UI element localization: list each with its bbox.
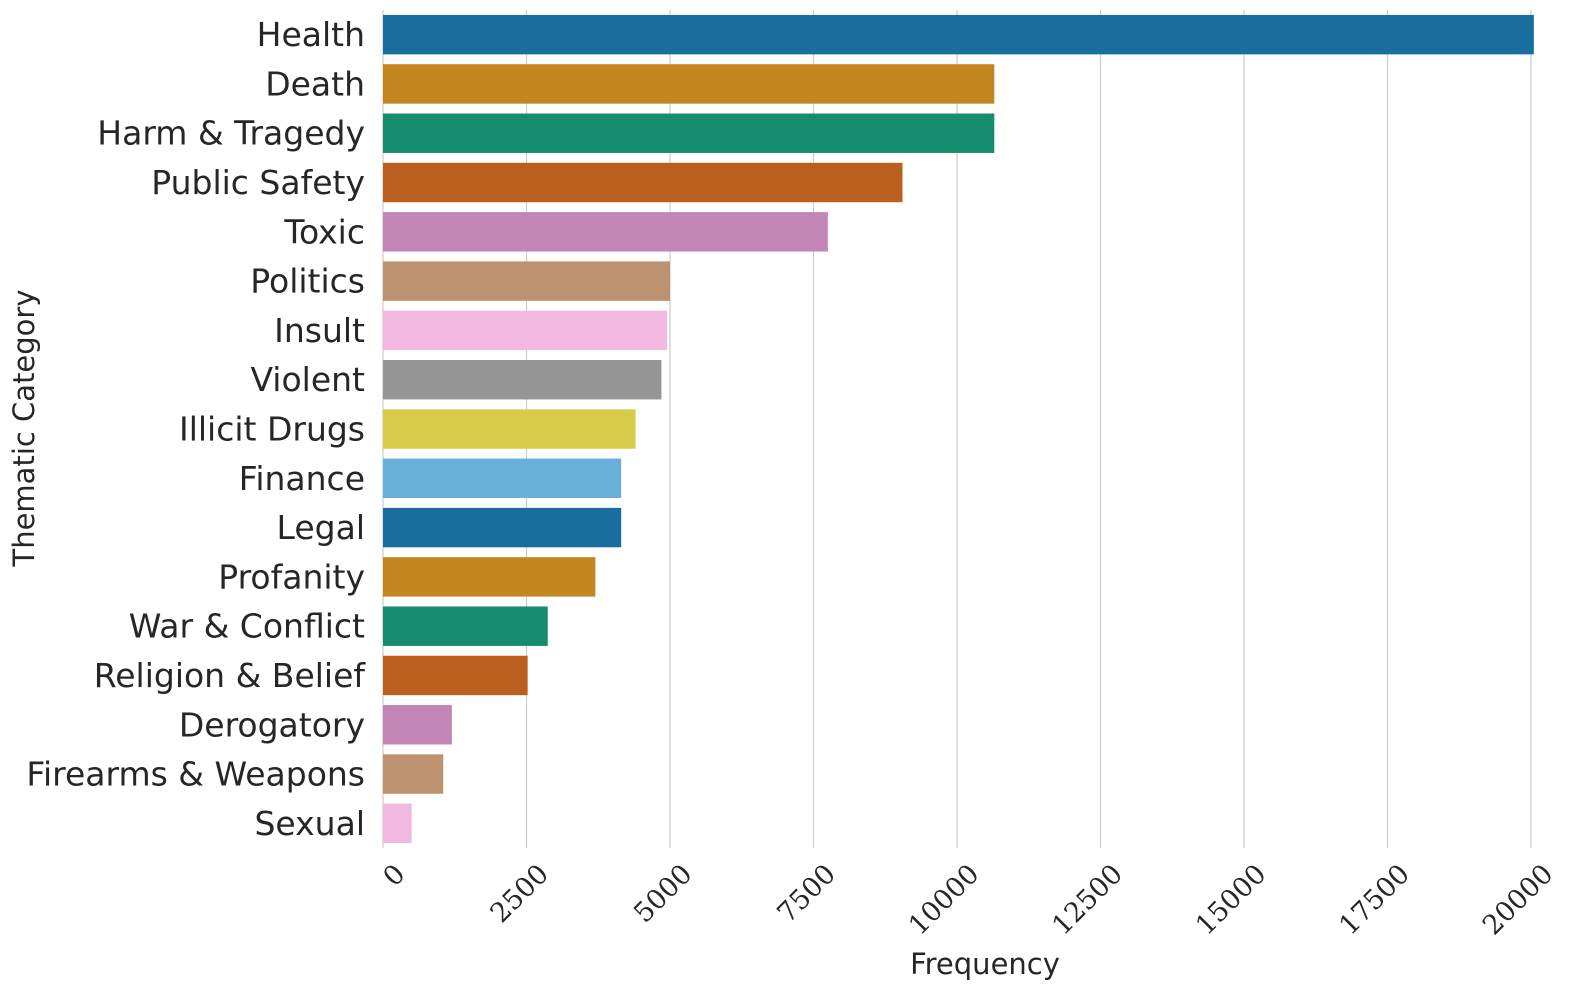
category-label-illicit-drugs: Illicit Drugs	[179, 410, 365, 449]
x-tick-label-5000: 5000	[628, 859, 699, 930]
y-axis-title: Thematic Category	[7, 289, 41, 567]
x-tick-label-20000: 20000	[1477, 859, 1560, 942]
bar-sexual	[383, 803, 412, 844]
category-label-sexual: Sexual	[254, 804, 365, 843]
category-label-toxic: Toxic	[283, 212, 365, 251]
x-tick-labels: 0 2500 5000 7500 10000 12500 15000 17500 20000	[377, 859, 1559, 942]
x-tick-label-17500: 17500	[1333, 859, 1416, 942]
category-label-health: Health	[257, 15, 365, 54]
bar-violent	[383, 359, 662, 400]
category-label-politics: Politics	[250, 262, 365, 301]
x-tick-label-2500: 2500	[485, 859, 556, 930]
bar-politics	[383, 261, 670, 301]
bar-religion-and-belief	[383, 655, 528, 696]
x-tick-label-15000: 15000	[1190, 859, 1273, 942]
bar-profanity	[383, 557, 596, 597]
category-label-legal: Legal	[277, 508, 365, 547]
bar-derogatory	[383, 705, 452, 745]
category-label-war-and-conflict: War & Conflict	[129, 607, 365, 646]
category-label-public-safety: Public Safety	[151, 163, 365, 202]
bar-harm-and-tragedy	[383, 113, 995, 153]
category-label-derogatory: Derogatory	[179, 705, 365, 744]
bar-finance	[383, 458, 622, 499]
x-tick-label-12500: 12500	[1046, 859, 1129, 942]
category-labels: Health Death Harm & Tragedy Public Safety To…	[26, 15, 366, 843]
x-tick-label-7500: 7500	[772, 859, 843, 930]
x-axis-title: Frequency	[910, 947, 1060, 981]
x-tick-label-0: 0	[377, 859, 411, 893]
bar-public-safety	[383, 162, 903, 203]
category-label-firearms-and-weapons: Firearms & Weapons	[26, 755, 365, 794]
bar-war-and-conflict	[383, 606, 548, 646]
bar-health	[383, 14, 1534, 55]
category-label-violent: Violent	[250, 360, 365, 399]
bars	[383, 14, 1534, 844]
category-label-insult: Insult	[274, 311, 365, 350]
bar-insult	[383, 310, 668, 351]
bar-legal	[383, 507, 622, 548]
bar-firearms-and-weapons	[383, 754, 444, 794]
bar-illicit-drugs	[383, 409, 636, 449]
category-label-death: Death	[265, 64, 365, 103]
bar-death	[383, 64, 995, 104]
bar-toxic	[383, 212, 828, 252]
x-tick-label-10000: 10000	[903, 859, 986, 942]
category-label-finance: Finance	[239, 459, 365, 498]
category-label-harm-and-tragedy: Harm & Tragedy	[97, 114, 365, 153]
category-label-religion-and-belief: Religion & Belief	[94, 656, 367, 695]
category-label-profanity: Profanity	[218, 557, 365, 596]
